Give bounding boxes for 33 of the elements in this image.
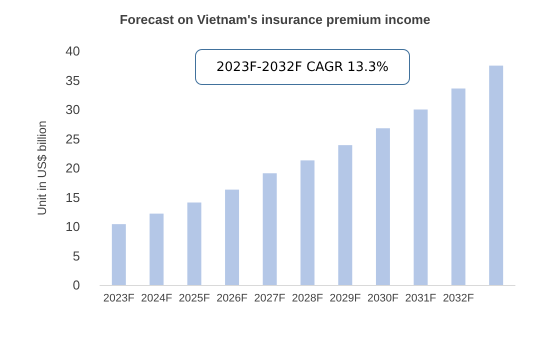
x-tick-label: 2029F	[330, 292, 362, 304]
y-tick-label: 25	[66, 131, 80, 146]
x-tick-label: 2024F	[140, 292, 172, 304]
x-tick-label: 2030F	[367, 292, 399, 304]
x-tick-label: 2032F	[442, 292, 474, 304]
bar	[338, 145, 352, 285]
x-tick-label: 2031F	[405, 292, 437, 304]
y-tick-label: 35	[66, 72, 80, 88]
bar	[489, 66, 504, 285]
y-tick-label: 20	[66, 160, 80, 176]
y-tick-label: 10	[66, 219, 80, 234]
chart-title: Forecast on Vietnam's insurance premium income	[120, 12, 430, 27]
x-tick-label: 2023F	[103, 292, 135, 304]
y-tick-label: 30	[66, 102, 80, 117]
bar	[451, 88, 466, 285]
x-tick-label: 2027F	[254, 292, 286, 304]
bar	[414, 110, 428, 285]
y-tick-label: 15	[66, 190, 80, 205]
x-tick-label: 2025F	[178, 292, 210, 304]
y-tick-label: 5	[72, 248, 80, 264]
x-tick-label: 2028F	[292, 292, 324, 304]
bar	[150, 214, 164, 285]
x-tick-label: 2026F	[216, 292, 248, 304]
bar	[300, 160, 314, 285]
callout-box: 2023F-2032F CAGR 13.3%	[195, 49, 410, 85]
bar	[262, 173, 277, 285]
y-tick-label: 0	[72, 278, 80, 292]
bar	[376, 128, 390, 285]
y-axis-title: Unit in US$ billion	[35, 120, 49, 216]
bar	[187, 202, 202, 285]
bar	[112, 224, 126, 285]
y-tick-label: 40	[66, 44, 80, 58]
bar	[225, 190, 240, 285]
